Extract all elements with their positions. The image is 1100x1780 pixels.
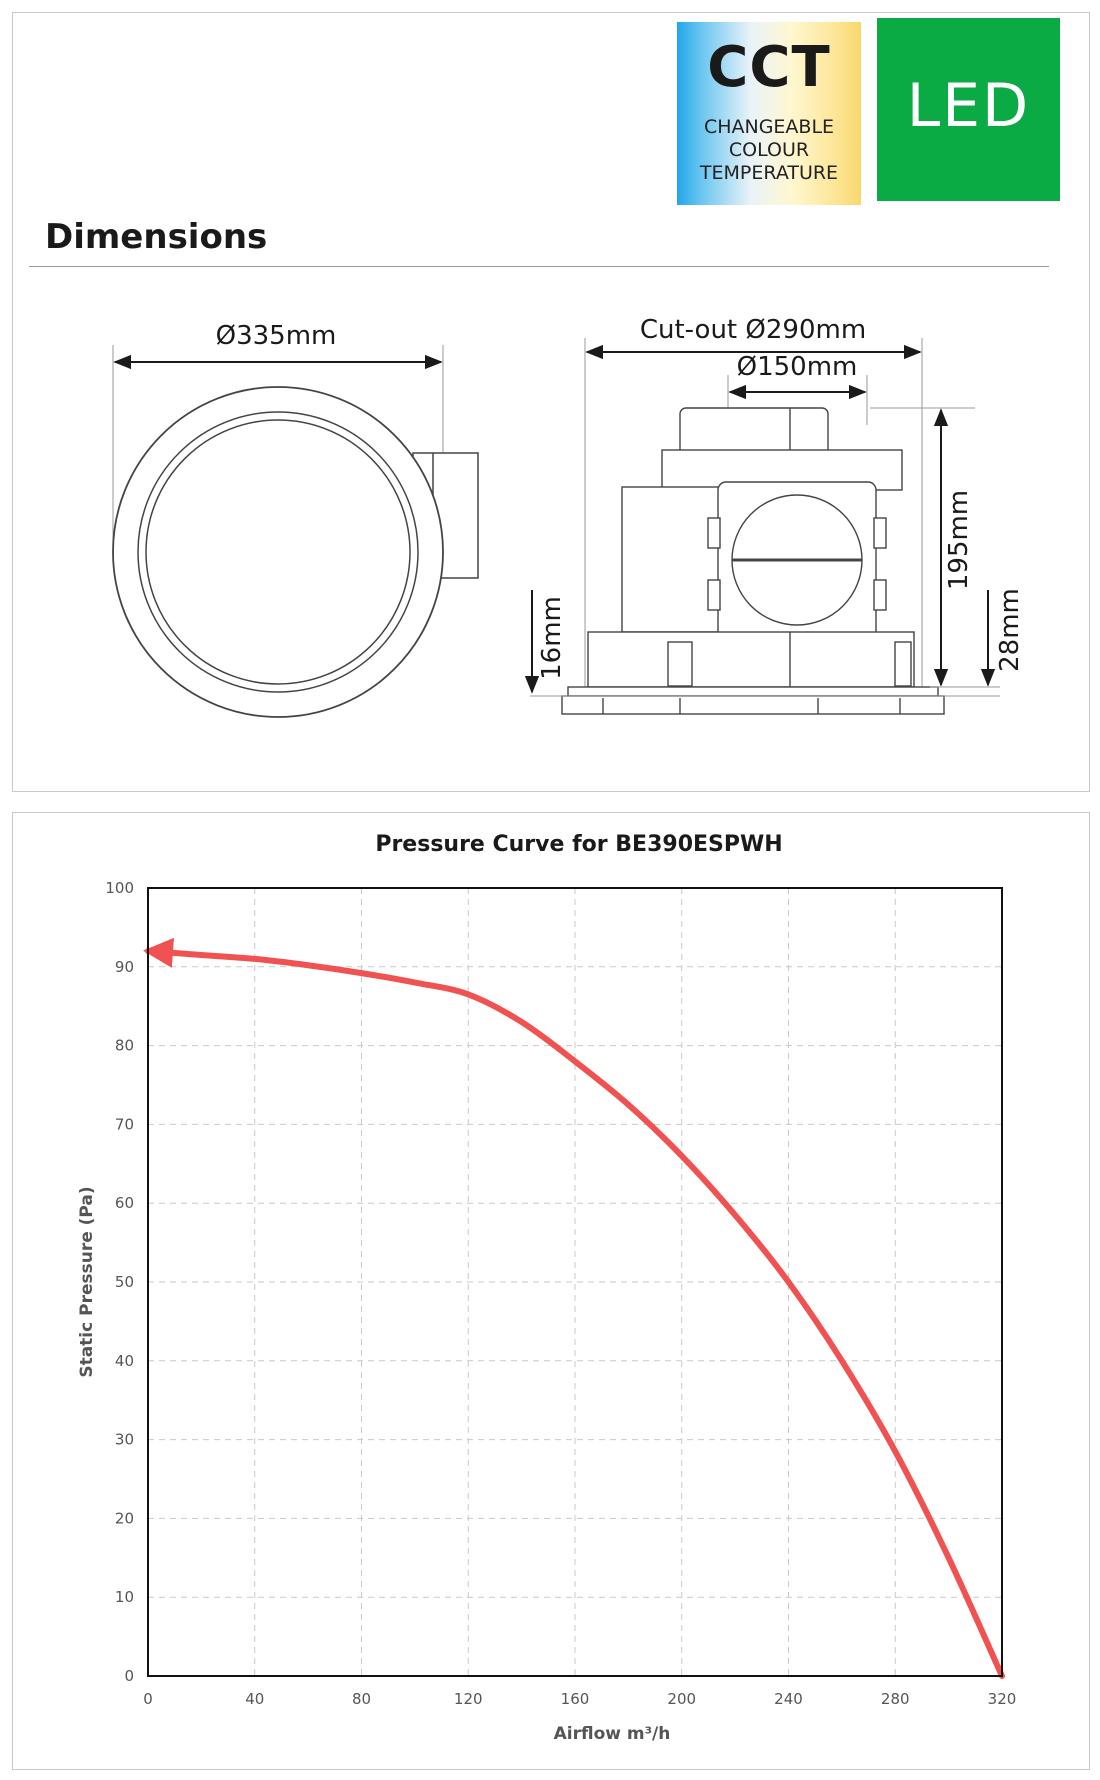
- y-tick-label: 20: [115, 1509, 134, 1527]
- y-tick-label: 60: [115, 1194, 134, 1212]
- dimensions-heading: Dimensions: [45, 217, 268, 257]
- cct-badge-line: CHANGEABLE: [703, 116, 835, 138]
- chart-panel: [12, 812, 1090, 1770]
- bottom-label: 16mm: [537, 596, 567, 680]
- cct-badge-line: TEMPERATURE: [699, 162, 839, 184]
- cct-badge-title: CCT: [707, 35, 831, 100]
- x-axis-label: Airflow m³/h: [554, 1724, 671, 1744]
- x-tick-label: 0: [143, 1690, 153, 1708]
- cct-badge-line: COLOUR: [728, 139, 810, 161]
- y-tick-label: 80: [115, 1037, 134, 1055]
- x-tick-label: 120: [454, 1690, 483, 1708]
- front-view: [112, 345, 479, 718]
- y-tick-label: 50: [115, 1273, 134, 1291]
- x-tick-label: 80: [352, 1690, 371, 1708]
- side-view: [530, 338, 1000, 715]
- y-tick-label: 0: [124, 1667, 134, 1685]
- y-tick-label: 40: [115, 1352, 134, 1370]
- led-badge: LED: [877, 18, 1060, 201]
- flange-label: 28mm: [995, 588, 1025, 672]
- led-badge-text: LED: [906, 71, 1031, 141]
- front-diameter-label: Ø335mm: [216, 321, 337, 351]
- x-tick-label: 240: [774, 1690, 803, 1708]
- duct-label: Ø150mm: [737, 352, 858, 382]
- y-tick-label: 100: [105, 879, 134, 897]
- chart-grid: [148, 888, 1002, 1676]
- y-axis-label: Static Pressure (Pa): [77, 1186, 97, 1377]
- dimension-drawing: Ø335mm Cut-out Ø290mm Ø150mm 195mm: [112, 315, 1025, 718]
- y-tick-label: 70: [115, 1115, 134, 1133]
- y-tick-label: 90: [115, 958, 134, 976]
- height-label: 195mm: [944, 490, 974, 590]
- x-tick-label: 160: [561, 1690, 590, 1708]
- y-tick-label: 10: [115, 1588, 134, 1606]
- x-tick-label: 280: [881, 1690, 910, 1708]
- y-tick-label: 30: [115, 1431, 134, 1449]
- chart-title: Pressure Curve for BE390ESPWH: [375, 832, 782, 857]
- heading-divider: [29, 266, 1049, 267]
- chart-series: [143, 937, 1005, 1679]
- cct-badge: CCT CHANGEABLE COLOUR TEMPERATURE: [677, 22, 861, 205]
- x-tick-label: 320: [988, 1690, 1017, 1708]
- cutout-label: Cut-out Ø290mm: [640, 315, 866, 345]
- chart-ticks: 0 40 80 120 160 200 240 280 320 0 10 20 30 40 50 60 70 80…: [105, 879, 1016, 1708]
- x-tick-label: 40: [245, 1690, 264, 1708]
- plot-frame: [147, 887, 1003, 1677]
- pressure-curve-line: [143, 937, 1005, 1679]
- x-tick-label: 200: [667, 1690, 696, 1708]
